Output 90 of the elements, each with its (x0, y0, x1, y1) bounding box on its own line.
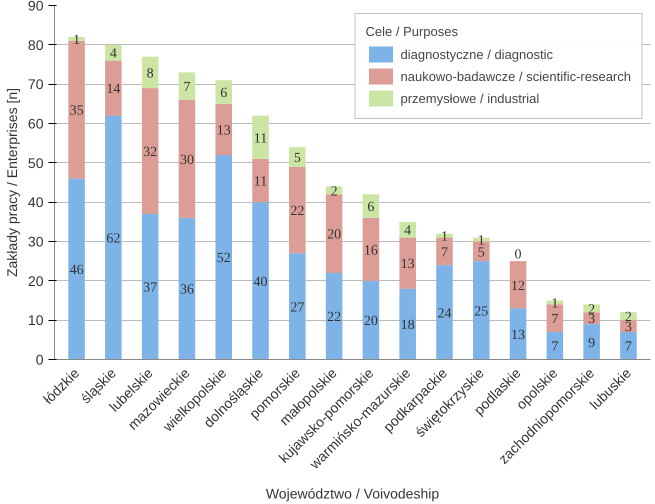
data-label: 9 (588, 336, 596, 351)
data-label: 7 (551, 312, 558, 328)
bar (362, 218, 380, 281)
data-label: 37 (143, 280, 158, 296)
data-label: 6 (220, 86, 228, 102)
data-label: 1 (73, 32, 80, 48)
bar (326, 272, 342, 360)
data-label: 7 (624, 340, 632, 355)
legend-label: przemysłowe / industrial (400, 90, 540, 106)
y-tick-label: 60 (28, 116, 44, 132)
data-label: 13 (216, 123, 231, 138)
bar (510, 261, 526, 308)
bar (510, 308, 526, 360)
data-label: 22 (327, 310, 342, 326)
y-tick-label: 40 (28, 194, 44, 210)
bar (326, 194, 342, 273)
data-label: 13 (511, 328, 526, 343)
y-tick-label: 30 (28, 234, 44, 250)
bar (436, 265, 453, 360)
data-label: 14 (106, 82, 120, 98)
data-label: 24 (437, 306, 452, 322)
data-label: 12 (511, 278, 526, 294)
bar (178, 72, 196, 100)
bar (399, 238, 416, 289)
data-label: 7 (440, 245, 448, 260)
legend-title: Cele / Purposes (366, 24, 459, 39)
bar (472, 261, 490, 360)
bar (252, 116, 269, 159)
y-tick-label: 10 (28, 312, 44, 328)
data-label: 32 (143, 145, 158, 160)
data-label: 11 (254, 174, 268, 190)
bar (142, 56, 158, 88)
data-label: 35 (70, 104, 84, 119)
y-tick-label: 90 (28, 0, 44, 14)
legend-label: diagnostyczne / diagnostic (400, 46, 553, 62)
data-label: 22 (290, 204, 304, 220)
data-label: 20 (364, 314, 378, 330)
bar (362, 280, 380, 360)
data-label: 27 (290, 300, 304, 316)
data-label: 8 (146, 66, 154, 82)
bar (68, 178, 85, 360)
data-label: 1 (440, 230, 448, 245)
data-label: 46 (70, 263, 84, 278)
bar (289, 166, 306, 254)
data-label: 30 (180, 152, 194, 168)
bar (142, 214, 158, 360)
data-label: 7 (551, 340, 558, 355)
bar (142, 88, 158, 214)
data-label: 5 (294, 150, 301, 166)
bar (215, 104, 232, 155)
data-label: 40 (254, 274, 268, 290)
data-label: 0 (514, 247, 522, 262)
data-label: 25 (474, 304, 488, 320)
legend-label: naukowo-badawcze / scientific-research (400, 68, 631, 84)
bar (289, 253, 306, 360)
data-label: 4 (404, 224, 412, 239)
data-label: 20 (327, 228, 342, 243)
bar (620, 332, 637, 360)
y-axis-title: Zakłady pracy / Enterprises [n] (4, 88, 20, 278)
data-label: 18 (400, 318, 415, 334)
data-label: 11 (254, 131, 268, 146)
data-label: 6 (367, 200, 374, 216)
bar (105, 116, 122, 360)
data-label: 1 (551, 296, 558, 312)
bar (215, 154, 232, 360)
bar (178, 100, 196, 218)
data-label: 62 (106, 232, 120, 247)
bar (252, 158, 269, 202)
y-tick-label: 50 (28, 154, 44, 171)
data-label: 4 (110, 46, 117, 62)
y-tick-label: 0 (36, 352, 44, 368)
bar (546, 332, 564, 360)
y-tick-label: 70 (28, 76, 44, 92)
data-label: 2 (330, 184, 338, 200)
data-label: 36 (180, 282, 194, 298)
y-tick-label: 80 (28, 36, 44, 53)
bar (362, 194, 380, 218)
bar (583, 324, 600, 360)
bar (105, 60, 122, 116)
data-label: 16 (364, 243, 378, 258)
data-label: 52 (216, 251, 231, 266)
bar (178, 218, 196, 360)
bar (252, 202, 269, 360)
bar (215, 80, 232, 104)
bar (289, 147, 306, 167)
data-label: 7 (183, 80, 190, 96)
bar (399, 288, 416, 360)
y-tick-label: 20 (28, 272, 44, 289)
data-label: 13 (400, 257, 415, 272)
x-axis-title: Województwo / Voivodeship (266, 485, 440, 502)
